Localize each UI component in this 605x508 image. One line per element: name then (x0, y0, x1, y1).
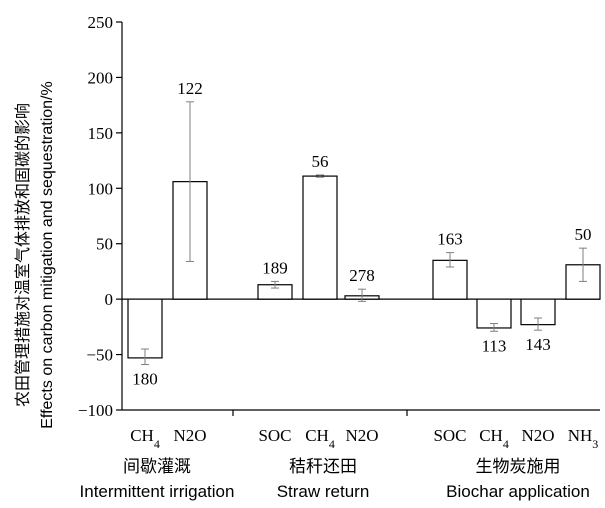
y-tick-label: 100 (88, 179, 114, 198)
category-label: SOC (258, 426, 291, 445)
y-axis-title-english: Effects on carbon mitigation and sequest… (39, 81, 56, 428)
y-tick-label: 200 (88, 68, 114, 87)
sample-size-label: 122 (177, 79, 203, 98)
category-label: CH4 (479, 426, 509, 451)
category-label: CH4 (130, 426, 160, 451)
y-axis-title-chinese: 农田管理措施对温室气体排放和固碳的影响 (13, 103, 32, 407)
y-axis-title: 农田管理措施对温室气体排放和固碳的影响 Effects on carbon mi… (13, 81, 56, 428)
sample-size-label: 56 (312, 152, 329, 171)
y-tick-label: 250 (88, 13, 114, 32)
sample-size-label: 143 (525, 335, 551, 354)
axes: 250 200 150 100 50 0 −50 −100 (78, 13, 600, 420)
category-label: N2O (521, 426, 554, 445)
group-label-english: Biochar application (446, 482, 590, 501)
group-label-chinese: 秸秆还田 (289, 457, 357, 477)
bar (127, 298, 163, 359)
group-label-chinese: 生物炭施用 (476, 457, 561, 477)
sample-size-label: 180 (132, 370, 158, 389)
category-label: SOC (433, 426, 466, 445)
bars (127, 101, 601, 366)
y-tick-label: −50 (86, 346, 113, 365)
labels: 180 CH4 122 N2O 间歇灌溉 Intermittent irrigation 1… (80, 79, 599, 501)
sample-size-label: 278 (349, 266, 375, 285)
y-tick-label: 0 (105, 290, 114, 309)
y-tick-label: −100 (78, 401, 113, 420)
category-label: CH4 (305, 426, 335, 451)
category-label: NH3 (568, 426, 599, 451)
category-label: N2O (345, 426, 378, 445)
group-label-english: Straw return (277, 482, 370, 501)
bar (302, 175, 338, 300)
sample-size-label: 163 (437, 230, 463, 249)
sample-size-label: 113 (482, 336, 507, 355)
group-label-chinese: 间歇灌溉 (123, 457, 191, 477)
y-tick-label: 50 (96, 235, 113, 254)
y-tick-label: 150 (88, 124, 114, 143)
group-label-english: Intermittent irrigation (80, 482, 235, 501)
sample-size-label: 50 (575, 225, 592, 244)
category-label: N2O (173, 426, 206, 445)
sample-size-label: 189 (262, 258, 288, 277)
